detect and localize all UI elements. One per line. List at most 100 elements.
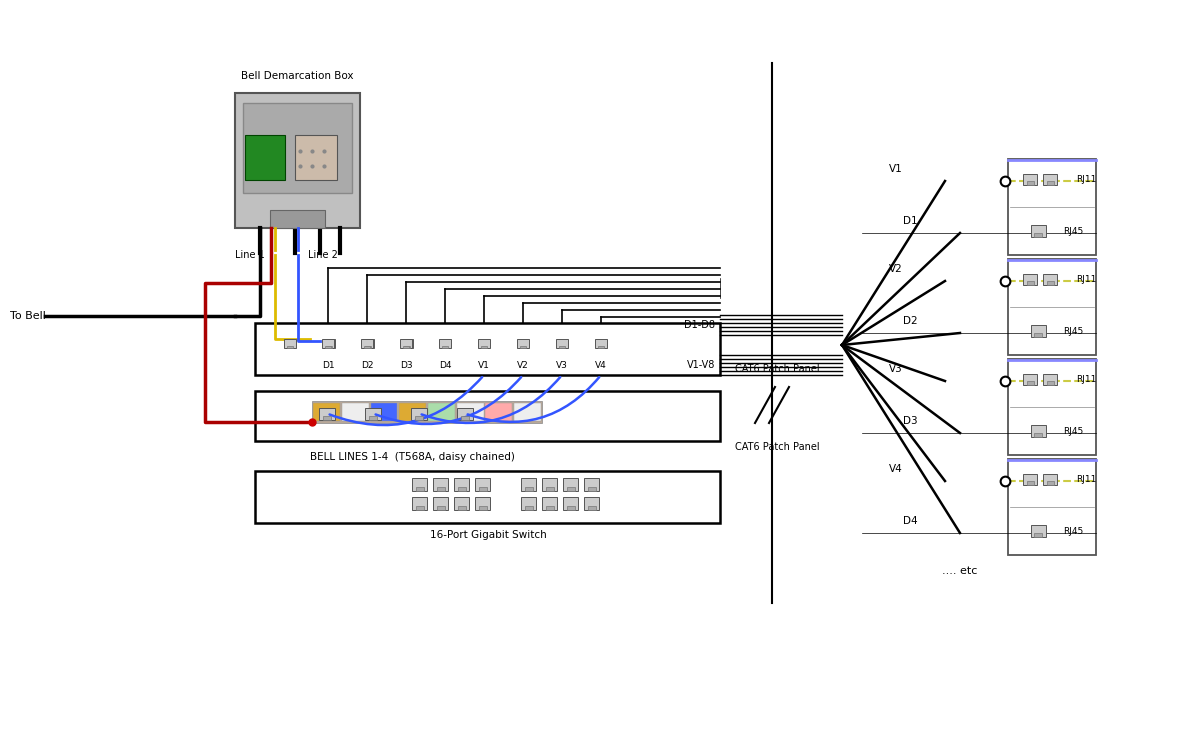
FancyBboxPatch shape — [1031, 525, 1045, 537]
Text: V2: V2 — [517, 360, 529, 369]
FancyBboxPatch shape — [235, 93, 360, 228]
FancyBboxPatch shape — [526, 487, 533, 490]
FancyBboxPatch shape — [442, 345, 448, 348]
FancyBboxPatch shape — [1046, 381, 1054, 384]
FancyBboxPatch shape — [1034, 334, 1042, 337]
Text: D1-D8: D1-D8 — [684, 320, 715, 330]
Text: V1: V1 — [478, 360, 490, 369]
FancyBboxPatch shape — [287, 345, 293, 348]
FancyBboxPatch shape — [428, 403, 455, 421]
FancyBboxPatch shape — [1026, 281, 1033, 285]
FancyBboxPatch shape — [598, 345, 604, 348]
Text: D1: D1 — [904, 216, 918, 226]
FancyBboxPatch shape — [416, 487, 424, 490]
FancyBboxPatch shape — [546, 505, 553, 510]
Text: D2: D2 — [904, 316, 918, 326]
FancyBboxPatch shape — [458, 487, 466, 490]
FancyBboxPatch shape — [461, 416, 469, 420]
FancyBboxPatch shape — [1046, 481, 1054, 484]
Text: Line 1: Line 1 — [235, 250, 265, 260]
FancyBboxPatch shape — [455, 478, 469, 490]
FancyBboxPatch shape — [1031, 425, 1045, 437]
FancyBboxPatch shape — [479, 505, 487, 510]
FancyBboxPatch shape — [522, 496, 536, 510]
Text: V1: V1 — [889, 164, 902, 174]
Text: RJ11: RJ11 — [1076, 374, 1097, 383]
FancyBboxPatch shape — [437, 487, 445, 490]
FancyBboxPatch shape — [312, 401, 542, 423]
FancyBboxPatch shape — [556, 340, 568, 348]
FancyBboxPatch shape — [520, 345, 526, 348]
FancyBboxPatch shape — [364, 345, 370, 348]
FancyBboxPatch shape — [245, 135, 286, 180]
FancyBboxPatch shape — [326, 345, 332, 348]
FancyBboxPatch shape — [1008, 359, 1096, 455]
FancyBboxPatch shape — [400, 403, 426, 421]
Text: V4: V4 — [889, 464, 902, 474]
FancyBboxPatch shape — [478, 340, 490, 348]
FancyBboxPatch shape — [370, 416, 377, 420]
FancyBboxPatch shape — [365, 407, 380, 420]
Text: RJ45: RJ45 — [1063, 527, 1084, 536]
FancyBboxPatch shape — [270, 210, 325, 228]
FancyBboxPatch shape — [415, 416, 422, 420]
FancyBboxPatch shape — [1008, 459, 1096, 555]
FancyBboxPatch shape — [400, 340, 412, 348]
FancyBboxPatch shape — [1031, 325, 1045, 337]
Text: .... etc: .... etc — [942, 566, 978, 576]
FancyBboxPatch shape — [295, 135, 337, 180]
FancyBboxPatch shape — [413, 478, 427, 490]
Text: Line 2: Line 2 — [308, 250, 338, 260]
FancyBboxPatch shape — [244, 103, 352, 193]
FancyBboxPatch shape — [526, 505, 533, 510]
FancyBboxPatch shape — [475, 478, 491, 490]
FancyBboxPatch shape — [486, 403, 512, 421]
FancyBboxPatch shape — [522, 478, 536, 490]
FancyBboxPatch shape — [457, 407, 473, 420]
Text: To Bell: To Bell — [10, 311, 46, 321]
FancyBboxPatch shape — [1034, 233, 1042, 237]
Text: 16-Port Gigabit Switch: 16-Port Gigabit Switch — [430, 530, 546, 540]
FancyBboxPatch shape — [362, 340, 374, 348]
FancyBboxPatch shape — [1022, 174, 1037, 184]
FancyBboxPatch shape — [325, 345, 331, 348]
FancyBboxPatch shape — [404, 345, 410, 348]
FancyBboxPatch shape — [319, 407, 335, 420]
Text: D1: D1 — [322, 360, 335, 369]
FancyBboxPatch shape — [1008, 259, 1096, 355]
Text: D3: D3 — [400, 360, 413, 369]
FancyBboxPatch shape — [437, 505, 445, 510]
Text: D4: D4 — [904, 516, 918, 526]
FancyBboxPatch shape — [546, 487, 553, 490]
FancyBboxPatch shape — [564, 496, 578, 510]
Text: RJ45: RJ45 — [1063, 326, 1084, 336]
FancyBboxPatch shape — [481, 345, 487, 348]
FancyBboxPatch shape — [1026, 481, 1033, 484]
Text: RJ45: RJ45 — [1063, 227, 1084, 236]
FancyBboxPatch shape — [1031, 225, 1045, 237]
FancyBboxPatch shape — [1026, 181, 1033, 184]
FancyBboxPatch shape — [1022, 473, 1037, 484]
FancyBboxPatch shape — [1043, 473, 1057, 484]
FancyBboxPatch shape — [365, 345, 371, 348]
FancyBboxPatch shape — [542, 496, 558, 510]
Text: D2: D2 — [361, 360, 373, 369]
FancyBboxPatch shape — [342, 403, 368, 421]
Text: V2: V2 — [889, 264, 902, 274]
FancyBboxPatch shape — [322, 340, 334, 348]
Text: V1-V8: V1-V8 — [686, 360, 715, 370]
FancyBboxPatch shape — [254, 471, 720, 523]
Text: V4: V4 — [595, 360, 607, 369]
FancyBboxPatch shape — [1026, 381, 1033, 384]
FancyBboxPatch shape — [361, 340, 373, 348]
FancyBboxPatch shape — [323, 340, 335, 348]
FancyBboxPatch shape — [479, 487, 487, 490]
FancyBboxPatch shape — [559, 345, 565, 348]
FancyBboxPatch shape — [1034, 533, 1042, 537]
FancyBboxPatch shape — [584, 478, 600, 490]
FancyBboxPatch shape — [1043, 374, 1057, 384]
Text: RJ11: RJ11 — [1076, 274, 1097, 284]
FancyBboxPatch shape — [568, 505, 575, 510]
FancyBboxPatch shape — [515, 403, 541, 421]
FancyBboxPatch shape — [517, 340, 529, 348]
